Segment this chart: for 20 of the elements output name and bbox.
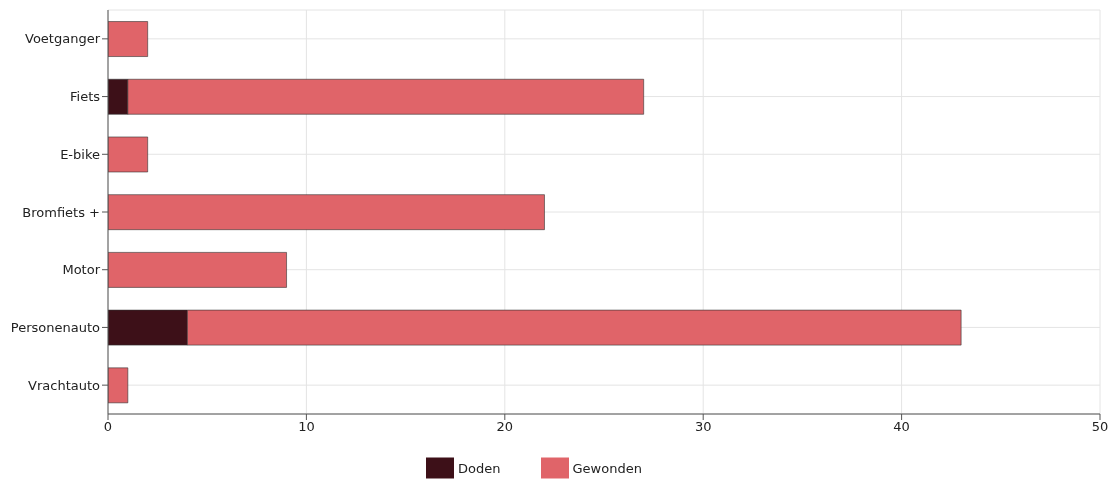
bar: [108, 252, 287, 288]
y-tick-label: Motor: [62, 262, 101, 278]
x-tick-label: 50: [1091, 419, 1109, 435]
y-tick-label: Voetganger: [25, 31, 101, 47]
bar: [108, 194, 545, 230]
y-tick-label: Personenauto: [10, 320, 101, 336]
bar: [108, 367, 129, 404]
bar: [108, 136, 148, 173]
y-tick-label: Fiets: [69, 89, 101, 105]
x-tick-label: 30: [694, 419, 712, 435]
x-tick-label: 10: [298, 419, 315, 435]
y-tick-label: E-bike: [60, 146, 100, 162]
x-tick-label: 20: [496, 419, 514, 435]
y-tick-label: Bromfiets +: [22, 204, 100, 220]
bar: [108, 21, 148, 57]
legend-label: Gewonden: [572, 460, 642, 476]
legend-label: Doden: [458, 460, 501, 476]
y-tick-label: Vrachtauto: [28, 377, 101, 393]
x-tick-label: 0: [103, 419, 113, 435]
x-tick-label: 40: [893, 419, 910, 435]
